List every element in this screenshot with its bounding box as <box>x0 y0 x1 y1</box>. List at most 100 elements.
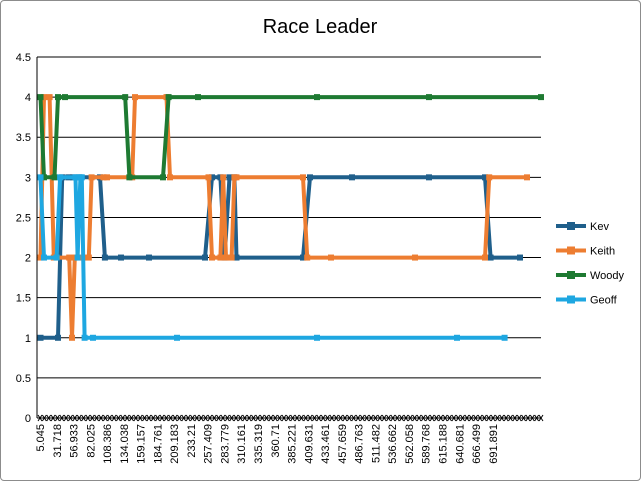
x-tick-mark <box>495 414 500 422</box>
x-tick-mark <box>451 414 457 422</box>
y-tick-label: 2 <box>25 253 31 265</box>
x-tick-mark <box>246 414 252 422</box>
x-tick-mark <box>438 414 444 422</box>
x-tick-label: 615.188 <box>437 424 449 464</box>
data-point-woody <box>51 174 58 181</box>
legend-label-woody: Woody <box>590 270 625 282</box>
x-tick-mark <box>76 414 82 422</box>
data-point-kev <box>37 334 44 341</box>
x-tick-mark <box>194 414 200 422</box>
x-tick-mark <box>216 414 222 422</box>
x-tick-mark <box>351 414 357 422</box>
data-point-woody <box>195 94 201 101</box>
x-tick-mark <box>89 414 95 422</box>
data-point-keith <box>88 174 95 181</box>
legend: Kev Keith Woody Geoff <box>556 221 625 307</box>
data-point-kev <box>146 254 152 261</box>
x-tick-mark <box>211 414 217 422</box>
x-tick-mark <box>442 414 448 422</box>
data-point-keith <box>100 174 107 181</box>
x-tick-mark <box>412 414 418 422</box>
x-tick-label: 666.499 <box>471 424 483 464</box>
data-point-keith <box>300 174 306 181</box>
x-tick-label: 536.662 <box>387 424 399 464</box>
x-tick-label: 82.025 <box>85 424 97 458</box>
data-point-keith <box>209 254 215 261</box>
data-point-woody <box>426 94 432 101</box>
x-tick-mark <box>159 414 165 422</box>
x-tick-mark <box>120 414 126 422</box>
x-tick-mark <box>394 414 400 422</box>
data-point-keith <box>69 334 75 341</box>
x-tick-label: 233.21 <box>186 424 198 458</box>
x-tick-mark <box>325 414 330 422</box>
data-point-geoff <box>81 334 88 341</box>
x-tick-label: 5.045 <box>35 424 47 452</box>
data-point-keith <box>220 174 227 181</box>
x-tick-mark <box>355 414 361 422</box>
x-tick-mark <box>499 414 505 422</box>
x-tick-mark <box>259 414 265 422</box>
y-tick-label: 3.5 <box>16 132 31 144</box>
data-point-woody <box>538 94 544 101</box>
x-tick-label: 589.768 <box>421 424 433 464</box>
data-point-woody <box>122 94 129 101</box>
legend-marker-kev <box>567 222 575 230</box>
x-tick-mark <box>107 414 113 422</box>
x-tick-mark <box>176 414 182 422</box>
x-tick-mark <box>137 414 143 422</box>
x-tick-mark <box>386 414 391 422</box>
x-tick-label: 31.718 <box>52 424 64 458</box>
x-tick-label: 360.71 <box>270 424 282 458</box>
x-tick-mark <box>373 414 378 422</box>
data-point-keith <box>167 174 173 181</box>
x-tick-mark <box>298 414 304 422</box>
data-point-woody <box>165 94 172 101</box>
x-tick-mark <box>381 414 387 422</box>
x-tick-label: 209.183 <box>169 424 181 464</box>
x-tick-mark <box>168 414 174 422</box>
x-tick-mark <box>255 414 261 422</box>
y-tick-label: 1 <box>25 333 31 345</box>
x-tick-mark <box>207 414 213 422</box>
data-point-kev <box>300 254 306 261</box>
data-point-geoff <box>174 334 180 341</box>
data-point-geoff <box>72 174 79 181</box>
data-point-keith <box>66 254 73 261</box>
x-tick-mark <box>403 414 409 422</box>
x-tick-mark <box>346 414 352 422</box>
x-tick-mark <box>233 414 239 422</box>
x-tick-mark <box>303 414 309 422</box>
x-tick-label: 159.157 <box>136 424 148 464</box>
x-tick-mark <box>529 414 535 422</box>
x-tick-mark <box>46 414 52 422</box>
x-tick-label: 486.763 <box>354 424 366 464</box>
data-point-keith <box>132 94 138 101</box>
data-point-geoff <box>314 334 320 341</box>
data-point-kev <box>426 174 432 181</box>
data-point-woody <box>62 94 68 101</box>
x-tick-mark <box>512 414 518 422</box>
x-tick-mark <box>272 414 278 422</box>
data-point-keith <box>41 94 47 101</box>
x-tick-mark <box>534 414 540 422</box>
x-tick-mark <box>538 414 544 422</box>
data-point-woody <box>55 94 61 101</box>
x-tick-mark <box>203 414 208 422</box>
x-tick-mark <box>59 414 65 422</box>
data-point-keith <box>46 94 53 101</box>
data-point-kev <box>55 334 61 341</box>
data-point-kev <box>233 254 240 261</box>
x-tick-label: 56.933 <box>69 424 81 458</box>
data-point-geoff <box>37 174 44 181</box>
x-tick-mark <box>316 414 322 422</box>
data-point-woody <box>160 174 166 181</box>
data-point-geoff <box>501 334 508 341</box>
x-tick-mark <box>85 414 91 422</box>
x-tick-label: 184.761 <box>152 424 164 464</box>
x-tick-mark <box>320 414 326 422</box>
x-tick-mark <box>464 414 470 422</box>
x-tick-mark <box>481 414 487 422</box>
data-point-woody <box>41 174 47 181</box>
data-point-woody <box>314 94 320 101</box>
